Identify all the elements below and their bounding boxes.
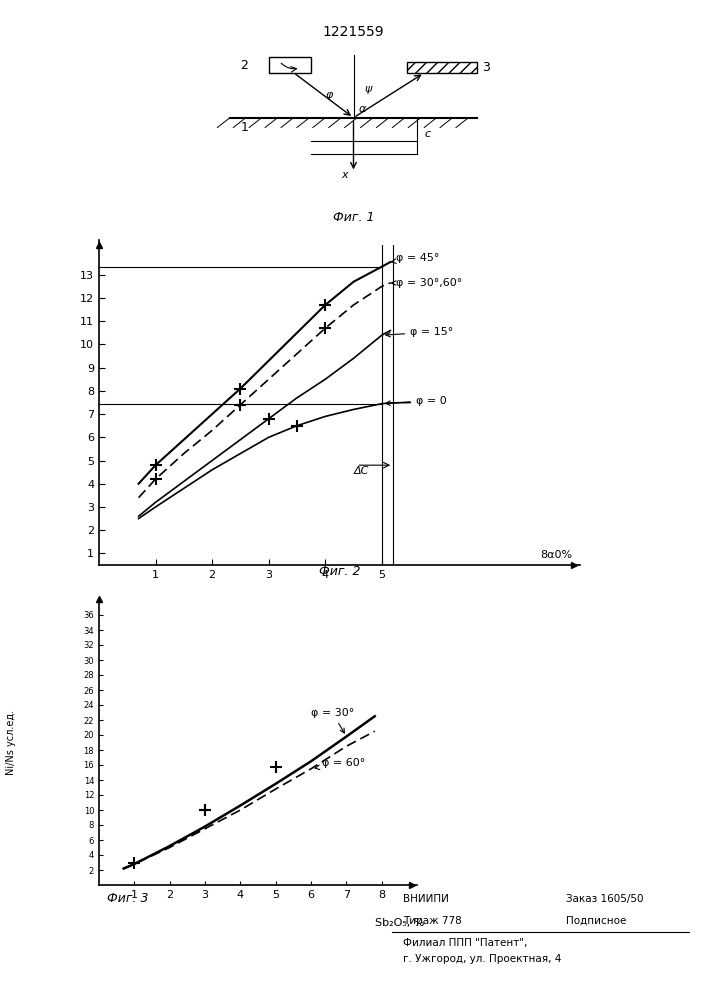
Text: 2: 2 xyxy=(240,59,248,72)
Text: г. Ужгород, ул. Проектная, 4: г. Ужгород, ул. Проектная, 4 xyxy=(403,954,561,964)
Text: Ni/Ns усл.ед.: Ni/Ns усл.ед. xyxy=(6,710,16,775)
Text: φ: φ xyxy=(325,90,332,100)
Text: ΔC: ΔC xyxy=(354,466,369,476)
Text: x: x xyxy=(341,170,348,180)
Text: 3: 3 xyxy=(483,61,491,74)
Bar xyxy=(407,62,477,73)
Text: Тираж 778: Тираж 778 xyxy=(403,916,462,926)
Text: Фиг. 3: Фиг. 3 xyxy=(107,892,148,905)
Text: φ = 60°: φ = 60° xyxy=(315,759,365,770)
Text: ψ: ψ xyxy=(364,84,371,94)
Text: α: α xyxy=(359,104,366,114)
Text: 1221559: 1221559 xyxy=(322,25,385,39)
Text: 1: 1 xyxy=(240,121,248,134)
Text: Фиг. 1: Фиг. 1 xyxy=(333,211,374,224)
FancyBboxPatch shape xyxy=(269,57,311,73)
Text: c: c xyxy=(424,129,431,139)
Text: φ = 30°,60°: φ = 30°,60° xyxy=(390,278,462,288)
Text: φ = 0: φ = 0 xyxy=(386,396,446,406)
Text: Подписное: Подписное xyxy=(566,916,626,926)
Text: 8α0%: 8α0% xyxy=(540,550,572,560)
Text: Sb₂O₅, %: Sb₂O₅, % xyxy=(375,918,424,928)
Text: φ = 45°: φ = 45° xyxy=(390,253,439,263)
Text: Заказ 1605/50: Заказ 1605/50 xyxy=(566,894,643,904)
Text: Фиг. 2: Фиг. 2 xyxy=(319,565,360,578)
Text: φ = 30°: φ = 30° xyxy=(311,708,354,733)
Text: Филиал ППП "Патент",: Филиал ППП "Патент", xyxy=(403,938,527,948)
Text: φ = 15°: φ = 15° xyxy=(386,327,453,337)
Text: ВНИИПИ: ВНИИПИ xyxy=(403,894,449,904)
